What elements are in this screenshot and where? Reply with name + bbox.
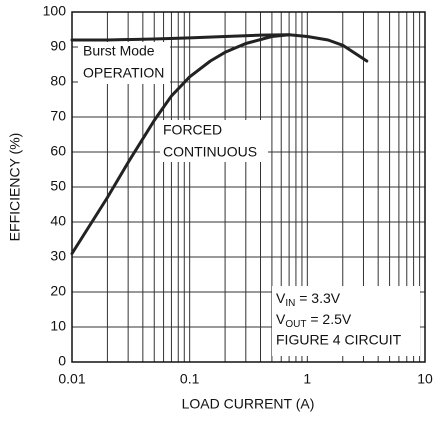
y-tick-label: 60	[50, 143, 66, 159]
annotation-rest: = 2.5V	[306, 311, 351, 327]
y-tick-label: 40	[50, 213, 66, 229]
x-tick-label: 1	[303, 371, 311, 387]
annotation-main: V	[276, 290, 286, 306]
line	[70, 33, 369, 63]
y-tick-label: 10	[50, 318, 66, 334]
annotation-subscript: OUT	[285, 319, 306, 330]
annotation-subscript: IN	[285, 298, 295, 309]
annotation: FORCED	[163, 122, 222, 138]
x-tick-label: 10	[417, 371, 433, 387]
y-tick-label: 30	[50, 248, 66, 264]
x-axis-label: LOAD CURRENT (A)	[182, 396, 315, 412]
y-tick-label: 80	[50, 73, 66, 89]
y-tick-label: 70	[50, 108, 66, 124]
annotation-rest: = 3.3V	[295, 290, 340, 306]
x-tick-label: 0.01	[58, 371, 85, 387]
annotation: FIGURE 4 CIRCUIT	[276, 332, 402, 348]
annotation-background	[160, 120, 268, 162]
line	[70, 33, 291, 255]
y-tick-label: 0	[58, 353, 66, 369]
y-tick-label: 90	[50, 38, 66, 54]
annotation-background	[78, 42, 170, 84]
plot-frame	[71, 11, 426, 363]
annotation: CONTINUOUS	[163, 144, 257, 160]
annotation-background	[272, 286, 420, 356]
annotation: OPERATION	[83, 65, 164, 81]
annotation-main: V	[276, 311, 286, 327]
annotation: Burst Mode	[83, 43, 155, 59]
annotation: VOUT = 2.5V	[276, 311, 352, 330]
y-tick-label: 100	[43, 3, 67, 19]
annotation: VIN = 3.3V	[276, 290, 341, 309]
y-axis-label: EFFICIENCY (%)	[7, 133, 23, 242]
x-tick-label: 0.1	[180, 371, 200, 387]
y-tick-label: 20	[50, 283, 66, 299]
y-tick-label: 50	[50, 178, 66, 194]
